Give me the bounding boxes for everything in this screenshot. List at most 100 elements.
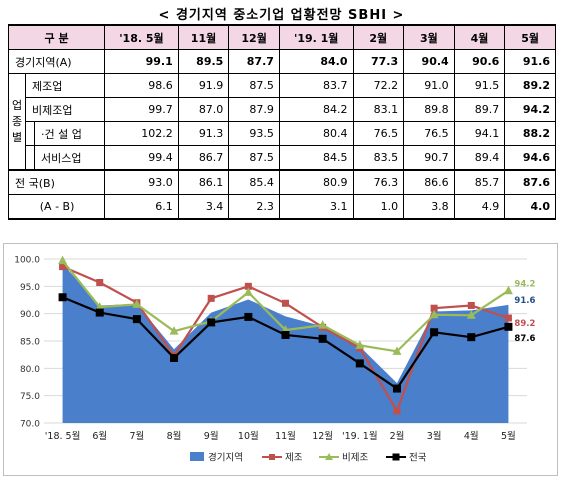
table-cell: 91.0 bbox=[403, 73, 455, 98]
table-cell: 89.8 bbox=[403, 97, 455, 122]
table-cell: 89.7 bbox=[453, 97, 506, 122]
table-cell: 86.6 bbox=[403, 169, 455, 195]
table-cell: 86.1 bbox=[177, 169, 230, 195]
column-header: 5월 bbox=[504, 24, 556, 50]
point-제조 bbox=[244, 282, 252, 290]
row-label: 전 국(B) bbox=[7, 169, 106, 195]
point-전국 bbox=[355, 359, 364, 368]
table-cell: 6.1 bbox=[104, 194, 179, 220]
x-tick-label: '19. 1월 bbox=[342, 430, 378, 442]
table-cell: 2.3 bbox=[228, 194, 280, 220]
table-cell: 94.1 bbox=[453, 121, 506, 146]
table-cell: 89.5 bbox=[177, 49, 230, 74]
table-row: 업종별 제조업 98.6 91.9 87.5 83.7 72.2 91.0 91.5 89.2 bbox=[8, 73, 556, 171]
table-cell: 90.6 bbox=[453, 49, 506, 74]
sbhi-table: 구 분 '18. 5월 11월 12월 '19. 1월 2월 3월 4월 5월 경기지역(A) 99… bbox=[7, 24, 556, 220]
table-cell: 3.8 bbox=[403, 194, 455, 220]
table-cell: 72.2 bbox=[352, 73, 405, 98]
table-cell: 1.0 bbox=[352, 194, 405, 220]
table-cell: 93.5 bbox=[228, 121, 280, 146]
y-tick-label: 70.0 bbox=[20, 420, 40, 430]
table-cell: 89.4 bbox=[453, 145, 506, 171]
y-tick-label: 85.0 bbox=[20, 338, 40, 348]
y-tick-label: 95.0 bbox=[20, 283, 40, 293]
table-cell: 3.1 bbox=[278, 194, 354, 220]
point-전국 bbox=[207, 318, 216, 327]
point-비제조 bbox=[429, 309, 439, 319]
table-cell: 90.7 bbox=[403, 145, 455, 171]
table-cell: 77.3 bbox=[352, 49, 405, 74]
table-row: 전 국(B) 93.0 86.1 85.4 80.9 76.3 86.6 85.7 87.6 bbox=[7, 169, 556, 195]
end-value-label: 91.6 bbox=[514, 296, 535, 306]
x-tick-label: 5월 bbox=[501, 430, 516, 442]
table-cell: 91.5 bbox=[453, 73, 506, 98]
x-tick-label: 6월 bbox=[92, 430, 107, 442]
table-cell: 85.4 bbox=[228, 169, 280, 195]
sbhi-chart-frame: 100.0 95.0 90.0 85.0 80.0 75.0 70.0 '18. 5월 6월 7월… bbox=[3, 243, 558, 476]
table-row: 서비스업 99.4 86.7 87.5 84.5 83.5 90.7 89.4 94.6 bbox=[9, 145, 556, 171]
table-cell: 84.0 bbox=[278, 49, 354, 74]
table-cell: 76.3 bbox=[352, 169, 405, 195]
legend-label: 전국 bbox=[409, 453, 427, 464]
x-tick-label: 7월 bbox=[129, 430, 144, 442]
point-제조 bbox=[59, 263, 67, 271]
point-제조 bbox=[282, 299, 289, 307]
sbhi-chart: 100.0 95.0 90.0 85.0 80.0 75.0 70.0 '18. 5월 6월 7월… bbox=[14, 256, 535, 464]
column-header: 4월 bbox=[453, 24, 506, 50]
point-전국 bbox=[318, 334, 327, 343]
x-tick-label: 11월 bbox=[275, 430, 296, 442]
table-cell: 86.7 bbox=[177, 145, 230, 171]
y-tick-label: 100.0 bbox=[14, 256, 40, 266]
row-label: 비제조업 bbox=[24, 97, 106, 122]
x-tick-label: '18. 5월 bbox=[45, 430, 81, 442]
table-cell: 93.0 bbox=[104, 169, 179, 195]
table-cell: 83.5 bbox=[352, 145, 405, 171]
column-header: '18. 5월 bbox=[104, 24, 179, 50]
table-cell: 94.6 bbox=[504, 145, 556, 171]
end-value-label: 87.6 bbox=[514, 334, 535, 344]
point-비제조 bbox=[503, 285, 513, 295]
x-tick-label: 9월 bbox=[204, 430, 219, 442]
table-row: (A - B) 6.1 3.4 2.3 3.1 1.0 3.8 4.9 4.0 bbox=[7, 194, 556, 220]
x-tick-label: 10월 bbox=[238, 430, 259, 442]
header-label: 구 분 bbox=[7, 24, 106, 50]
table-cell: 87.7 bbox=[228, 49, 280, 74]
x-tick-label: 8월 bbox=[167, 430, 182, 442]
table-cell: 76.5 bbox=[403, 121, 455, 146]
table-cell: 4.9 bbox=[453, 194, 506, 220]
legend-marker bbox=[269, 454, 275, 460]
table-cell: 88.2 bbox=[504, 121, 556, 146]
row-label: 경기지역(A) bbox=[7, 49, 106, 74]
y-tick-label: 90.0 bbox=[20, 310, 40, 320]
point-비제조 bbox=[318, 320, 328, 329]
row-label: 제조업 bbox=[24, 73, 106, 98]
page-title: < 경기지역 중소기업 업황전망 SBHI > bbox=[158, 8, 405, 23]
x-tick-label: 4월 bbox=[464, 430, 479, 442]
table-cell: 94.2 bbox=[504, 97, 556, 122]
row-label: (A - B) bbox=[7, 194, 106, 220]
table-cell: 83.1 bbox=[352, 97, 405, 122]
point-전국 bbox=[392, 384, 401, 393]
point-제조 bbox=[430, 304, 438, 312]
table-cell: 99.4 bbox=[104, 145, 179, 171]
point-비제조 bbox=[132, 299, 142, 308]
table-cell: 80.4 bbox=[278, 121, 354, 146]
table-cell: 89.2 bbox=[504, 73, 556, 98]
column-header: '19. 1월 bbox=[278, 24, 354, 50]
point-제조 bbox=[504, 314, 512, 322]
point-전국 bbox=[170, 353, 179, 362]
point-전국 bbox=[132, 315, 141, 324]
point-비제조 bbox=[355, 340, 365, 349]
point-전국 bbox=[244, 312, 253, 321]
table-cell: 87.0 bbox=[177, 97, 230, 122]
y-tick-label: 75.0 bbox=[20, 392, 40, 402]
row-label: ·건 설 업 bbox=[33, 121, 106, 146]
table-cell: 91.3 bbox=[177, 121, 230, 146]
table-cell: 84.2 bbox=[278, 97, 354, 122]
table-cell: 80.9 bbox=[278, 169, 354, 195]
y-tick-label: 80.0 bbox=[20, 365, 40, 375]
legend-marker bbox=[392, 453, 400, 461]
table-row: 경기지역(A) 99.1 89.5 87.7 84.0 77.3 90.4 90.6 91.6 bbox=[7, 49, 556, 74]
table-row: ·건 설 업 102.2 91.3 93.5 80.4 76.5 76.5 94.1 88.2 bbox=[9, 121, 556, 146]
point-전국 bbox=[467, 333, 476, 342]
